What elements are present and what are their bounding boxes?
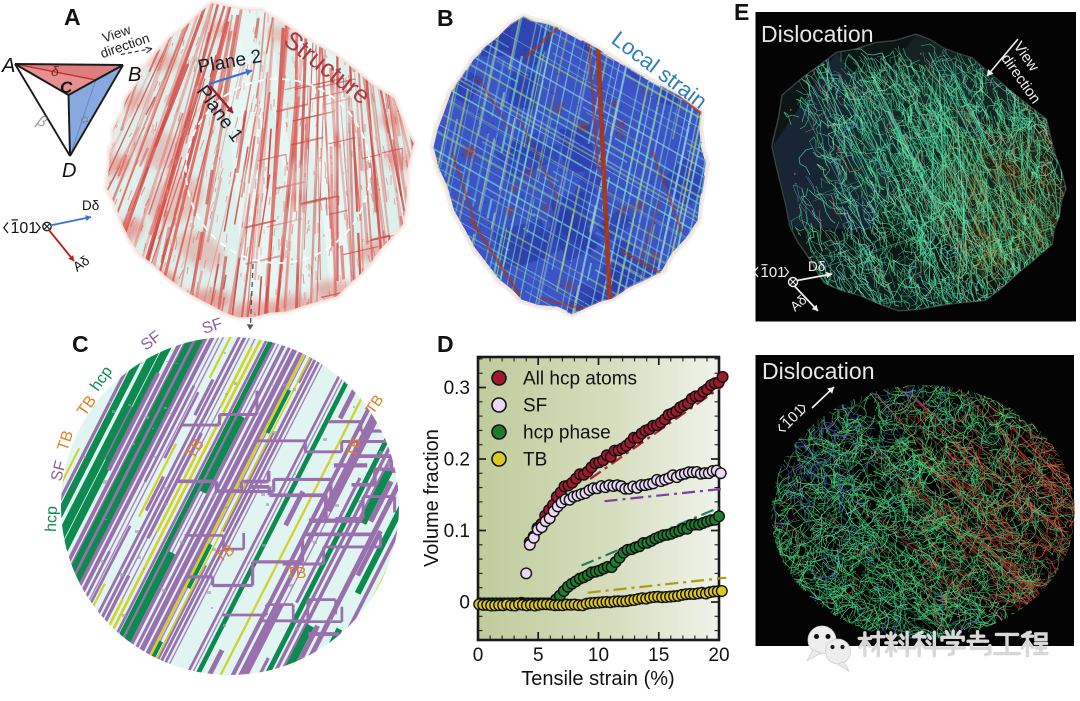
svg-text:δ: δ (51, 63, 59, 79)
svg-text:B: B (437, 5, 454, 31)
svg-text:E: E (734, 0, 749, 25)
svg-text:B: B (128, 64, 141, 86)
svg-text:hcp: hcp (43, 506, 61, 532)
svg-text:D: D (62, 160, 76, 182)
svg-text:101: 101 (11, 220, 38, 237)
svg-text:C: C (72, 331, 89, 357)
svg-text:15: 15 (648, 645, 669, 666)
svg-text:101: 101 (761, 264, 786, 281)
svg-text:Dδ: Dδ (808, 259, 825, 274)
svg-text:Tensile strain (%): Tensile strain (%) (521, 668, 674, 690)
svg-text:SF: SF (523, 396, 547, 417)
svg-text:A: A (64, 4, 81, 30)
svg-text:0.3: 0.3 (444, 378, 470, 399)
svg-text:TB: TB (286, 565, 306, 582)
svg-text:0: 0 (473, 645, 484, 666)
svg-text:Dislocation: Dislocation (762, 358, 875, 384)
svg-text:Volume fraction: Volume fraction (421, 429, 443, 567)
svg-text:0: 0 (459, 593, 470, 614)
svg-text:20: 20 (708, 645, 729, 666)
svg-text:All hcp atoms: All hcp atoms (523, 369, 637, 390)
svg-text:10: 10 (588, 645, 609, 666)
svg-text:hcp phase: hcp phase (523, 423, 611, 444)
svg-text:D: D (437, 331, 454, 357)
svg-text:0.1: 0.1 (444, 521, 470, 542)
svg-text:0.2: 0.2 (444, 450, 470, 471)
svg-text:5: 5 (533, 645, 544, 666)
svg-text:C: C (60, 78, 73, 97)
svg-text:TB: TB (523, 450, 547, 471)
svg-text:Dδ: Dδ (82, 198, 99, 213)
svg-text:Dislocation: Dislocation (761, 21, 874, 47)
svg-text:A: A (1, 55, 15, 77)
